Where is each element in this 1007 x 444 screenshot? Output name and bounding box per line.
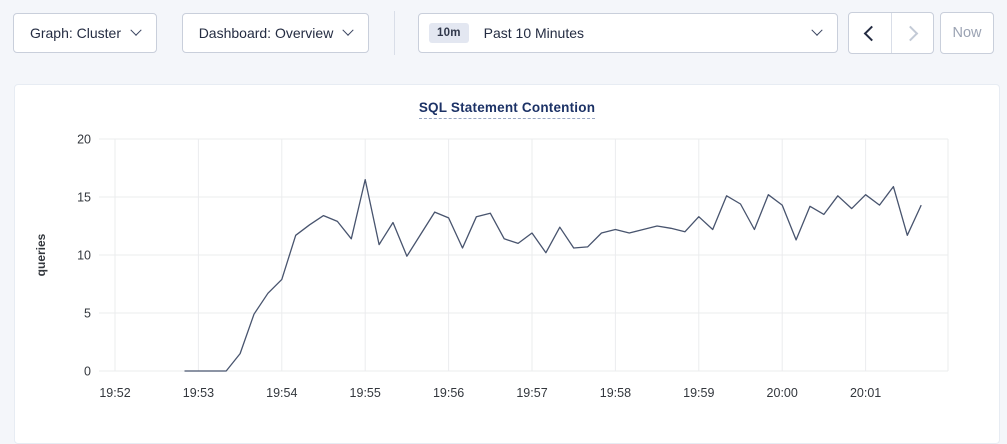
chevron-down-icon	[342, 24, 354, 36]
svg-text:20: 20	[77, 133, 91, 147]
chart-title[interactable]: SQL Statement Contention	[418, 100, 596, 119]
svg-text:10: 10	[77, 249, 91, 263]
svg-text:queries: queries	[34, 233, 48, 276]
dashboard-dropdown-label: Dashboard: Overview	[198, 25, 334, 41]
chevron-down-icon	[130, 24, 142, 36]
svg-text:19:54: 19:54	[266, 386, 297, 400]
dashboard-dropdown[interactable]: Dashboard: Overview	[182, 13, 369, 53]
time-range-selector[interactable]: 10m Past 10 Minutes	[418, 13, 838, 53]
time-step-buttons	[848, 12, 934, 54]
svg-text:19:55: 19:55	[350, 386, 381, 400]
svg-text:0: 0	[84, 365, 91, 379]
next-time-button[interactable]	[890, 13, 934, 53]
chevron-right-icon	[902, 25, 919, 41]
contention-chart-svg[interactable]: 0 5 10 15 20 19:52 19:53 19:54 19:55 19:56 19:57 19…	[15, 131, 1001, 421]
svg-text:19:57: 19:57	[516, 386, 547, 400]
chevron-left-icon	[863, 25, 880, 41]
graph-dropdown-label: Graph: Cluster	[29, 25, 122, 41]
previous-time-button[interactable]	[849, 13, 891, 53]
svg-text:19:52: 19:52	[99, 386, 130, 400]
time-range-label: Past 10 Minutes	[483, 25, 585, 41]
now-button[interactable]: Now	[940, 12, 994, 54]
svg-text:19:53: 19:53	[183, 386, 214, 400]
chart-title-row: SQL Statement Contention	[15, 99, 999, 119]
graph-dropdown[interactable]: Graph: Cluster	[13, 13, 157, 53]
toolbar-divider	[394, 11, 395, 55]
svg-text:15: 15	[77, 191, 91, 205]
time-range-badge: 10m	[429, 23, 469, 43]
svg-text:19:59: 19:59	[683, 386, 714, 400]
svg-text:19:58: 19:58	[600, 386, 631, 400]
svg-text:20:00: 20:00	[767, 386, 798, 400]
svg-text:5: 5	[84, 307, 91, 321]
svg-text:19:56: 19:56	[433, 386, 464, 400]
chevron-down-icon	[811, 24, 823, 36]
chart-card: SQL Statement Contention 0 5 10 15 20 19:52 19…	[14, 84, 1000, 444]
contention-chart[interactable]: 0 5 10 15 20 19:52 19:53 19:54 19:55 19:56 19:57 19…	[15, 131, 1001, 421]
svg-text:20:01: 20:01	[850, 386, 881, 400]
